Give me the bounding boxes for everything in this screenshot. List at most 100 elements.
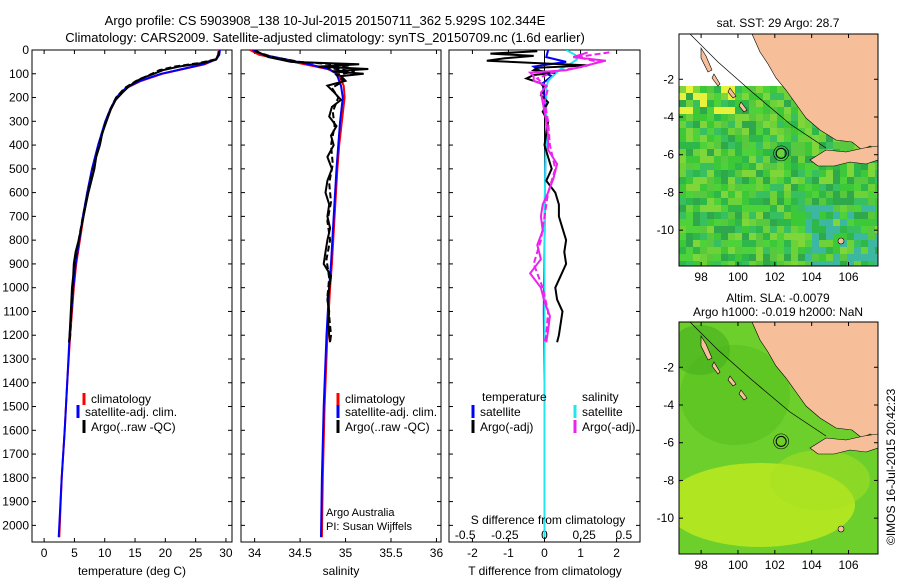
sst-cell (742, 212, 749, 219)
sst-cell (728, 240, 735, 247)
sst-cell (756, 100, 763, 107)
sst-cell (721, 212, 728, 219)
sst-cell (861, 163, 868, 170)
sst-cell (707, 233, 714, 240)
depth-axis: 0 100 200 300 400 500 600 700 800 900 1000 1100 1200… (2, 43, 232, 532)
island-land (700, 334, 713, 361)
sla-map-axes: 98 100 102 104 106 -2 -4 -6 -8 -10 (657, 322, 878, 572)
sst-cell (798, 205, 805, 212)
sst-cell (805, 163, 812, 170)
sst-cell (742, 219, 749, 226)
sst-cell (735, 142, 742, 149)
x-tick-label: -2 (467, 546, 478, 560)
sst-cell (861, 184, 868, 191)
map-y-tick-label: -8 (663, 473, 674, 487)
sst-cell (679, 240, 686, 247)
sst-cell (749, 240, 756, 247)
sst-cell (840, 191, 847, 198)
credit-pi-name: PI: Susan Wijffels (326, 521, 412, 533)
sst-cell (686, 163, 693, 170)
sst-cell (777, 219, 784, 226)
sst-cell (707, 240, 714, 247)
sst-cell (791, 156, 798, 163)
sst-cell (735, 170, 742, 177)
sst-cell (735, 107, 742, 114)
sst-cell (693, 240, 700, 247)
sst-cell (847, 170, 854, 177)
depth-tick-label: 1000 (2, 281, 29, 295)
sst-cell (735, 212, 742, 219)
sst-cell (763, 247, 770, 254)
sst-cell (770, 233, 777, 240)
sst-cell (875, 205, 878, 212)
sst-cell (763, 100, 770, 107)
sst-cell (679, 184, 686, 191)
sst-cell (728, 121, 735, 128)
sst-cell (875, 226, 878, 233)
sst-cell (686, 86, 693, 93)
sst-cell (749, 121, 756, 128)
sst-cell (721, 254, 728, 261)
sst-cell (735, 128, 742, 135)
sst-cell (784, 121, 791, 128)
sst-cell (686, 93, 693, 100)
sst-cell (728, 149, 735, 156)
sst-cell (721, 163, 728, 170)
x-tick-label: 15 (128, 546, 142, 560)
map-y-tick-label: -2 (663, 360, 674, 374)
sst-cell (861, 212, 868, 219)
s-difference-tick-label: 0.25 (572, 528, 596, 542)
sst-cell (763, 198, 770, 205)
map-x-tick-label: 102 (765, 270, 785, 284)
s-difference-tick-label: -0.25 (491, 528, 519, 542)
sst-cell (791, 247, 798, 254)
sst-cell (854, 205, 861, 212)
sst-cell (868, 198, 875, 205)
x-tick-label: 35 (339, 546, 353, 560)
sst-cell (756, 205, 763, 212)
sst-cell (735, 163, 742, 170)
sst-cell (812, 184, 819, 191)
sst-cell (840, 205, 847, 212)
sst-cell (826, 261, 833, 266)
sst-cell (728, 170, 735, 177)
sst-cell (742, 240, 749, 247)
salinity-depth-ticks (241, 49, 441, 526)
sst-cell (728, 247, 735, 254)
sst-cell (686, 191, 693, 198)
sst-cell (798, 156, 805, 163)
series-s-argo-adj-alt (532, 51, 610, 343)
sst-cell (840, 254, 847, 261)
sst-cell (721, 240, 728, 247)
sst-cell (693, 114, 700, 121)
sst-cell (777, 121, 784, 128)
sst-cell (756, 156, 763, 163)
sst-cell (847, 219, 854, 226)
depth-tick-label: 1500 (2, 400, 29, 414)
sst-cell (686, 226, 693, 233)
sst-cell (777, 149, 784, 156)
sst-cell (728, 177, 735, 184)
sst-cell (840, 170, 847, 177)
sst-cell (798, 247, 805, 254)
sst-cell (819, 177, 826, 184)
sst-cell (777, 163, 784, 170)
sst-cell (763, 226, 770, 233)
sst-cell (735, 177, 742, 184)
sst-cell (847, 205, 854, 212)
sst-cell (742, 156, 749, 163)
sst-cell (742, 100, 749, 107)
sst-cell (728, 163, 735, 170)
sst-cell (686, 219, 693, 226)
sst-cell (728, 86, 735, 93)
sst-cell (805, 219, 812, 226)
sst-cell (784, 261, 791, 266)
sst-cell (868, 240, 875, 247)
sst-cell (707, 219, 714, 226)
sst-cell (735, 226, 742, 233)
sst-cell (721, 114, 728, 121)
sst-cell (728, 100, 735, 107)
map-x-tick-label: 102 (765, 558, 785, 572)
sst-cell (686, 100, 693, 107)
sst-cell (875, 170, 878, 177)
